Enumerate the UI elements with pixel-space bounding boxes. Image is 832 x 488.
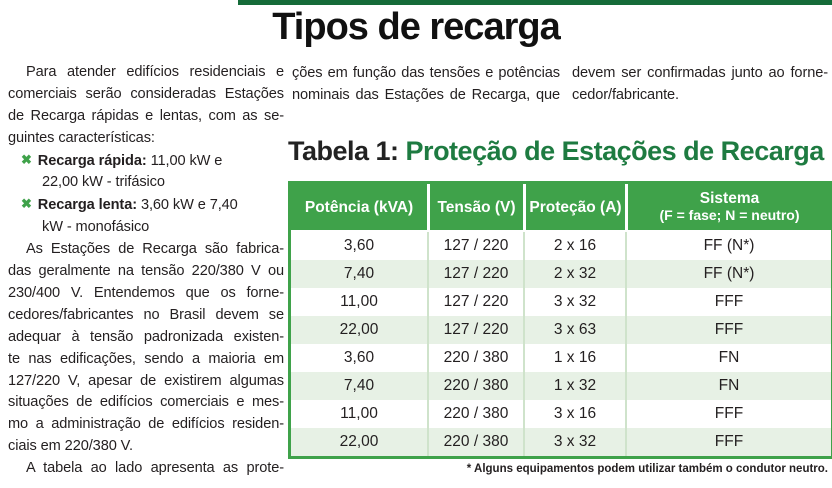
table-body: 3,60 127 / 220 2 x 16 FF (N*) 7,40 127 / 220 2…	[291, 232, 831, 456]
table-title: Tabela 1: Proteção de Estações de Recarg…	[288, 134, 828, 168]
table-cell: 3,60	[343, 237, 375, 254]
text-line: 230/400 V. Entendemos que os forne-	[8, 284, 284, 301]
text-line: ciais em 220/380 V.	[8, 438, 133, 455]
table-cell: 11,00	[340, 405, 378, 422]
table-cell: 127 / 220	[427, 260, 523, 288]
text-line: Para atender edifícios residenciais e	[26, 64, 284, 80]
table-row: 11,00 220 / 380 3 x 16 FFF	[291, 400, 831, 428]
table-cell: 127 / 220	[427, 232, 523, 260]
table-row: 3,60 127 / 220 2 x 16 FF (N*)	[291, 232, 831, 260]
table-cell: FN	[625, 344, 831, 372]
table-section: Tabela 1: Proteção de Estações de Recarg…	[288, 134, 832, 475]
bullet-x-icon: ✖	[21, 196, 32, 212]
table-cell: 22,00	[291, 316, 427, 344]
table-cell: 220 / 380	[427, 372, 523, 400]
table-cell: 220 / 380	[427, 400, 523, 428]
table-cell: 127 / 220	[427, 288, 523, 316]
column-header: Proteção (A)	[523, 184, 625, 232]
table-cell: 2 x 32	[523, 260, 625, 288]
table-cell: FFF	[625, 288, 831, 316]
protection-table: Potência (kVA) Tensão (V) Proteção (A) Sist…	[288, 181, 832, 459]
text-line: das geralmente na tensão 220/380 V ou	[8, 263, 284, 280]
table-cell: 3 x 16	[523, 400, 625, 428]
table-cell: FF (N*)	[625, 232, 831, 260]
top-rule-bar	[238, 0, 832, 5]
text-line: As Estações de Recarga são fabrica-	[26, 241, 284, 258]
table-cell: 7,40	[291, 260, 427, 288]
table-cell: FFF	[625, 428, 831, 456]
text-line: situações de edifícios comerciais e mes-	[8, 394, 284, 411]
text-line: cedores/fabricantes no Brasil devem se	[8, 306, 284, 323]
table-title-main: Proteção de Estações de Recarga	[398, 136, 825, 166]
page-title: Tipos de recarga	[272, 6, 560, 48]
text-line: comerciais serão consideradas Estações	[8, 85, 284, 102]
column-header: Sistema (F = fase; N = neutro)	[625, 184, 831, 232]
text-line: 22,00 kW - trifásico	[42, 174, 165, 191]
text-column-2: ções em função das tensões e potências no…	[292, 63, 560, 107]
text-line: 127/220 V, apesar de existirem algumas	[8, 372, 284, 389]
table-title-prefix: Tabela 1:	[288, 136, 399, 166]
text-line: cedor/fabricante.	[572, 86, 680, 103]
table-row: 11,00 127 / 220 3 x 32 FFF	[291, 288, 831, 316]
table-cell: 3 x 63	[523, 316, 625, 344]
text-line: guintes características:	[8, 129, 155, 146]
table-cell: 7,40	[291, 372, 427, 400]
column-header: Tensão (V)	[427, 184, 523, 232]
text-column-3: devem ser confirmadas junto ao forne-ced…	[572, 63, 828, 107]
text-line: devem ser confirmadas junto ao forne-	[572, 65, 828, 81]
table-cell: 220 / 380	[427, 344, 523, 372]
table-row: 7,40 220 / 380 1 x 32 FN	[291, 372, 831, 400]
text-line: adequar à tensão padronizada existen-	[8, 328, 284, 345]
text-line: kW - monofásico	[42, 219, 150, 236]
table-footnote: * Alguns equipamentos podem utilizar tam…	[466, 463, 828, 475]
column-header-subline: (F = fase; N = neutro)	[659, 207, 800, 223]
text-line: ✖ Recarga lenta: 3,60 kW e 7,40	[21, 196, 238, 214]
column-header: Potência (kVA)	[291, 184, 427, 232]
table-row: 3,60 220 / 380 1 x 16 FN	[291, 344, 831, 372]
table-row: 7,40 127 / 220 2 x 32 FF (N*)	[291, 260, 831, 288]
text-line: ✖ Recarga rápida: 11,00 kW e	[21, 151, 223, 169]
table-cell: 22,00	[291, 428, 427, 456]
table-cell: 127 / 220	[427, 316, 523, 344]
table-cell: FFF	[625, 400, 831, 428]
table-cell: 1 x 16	[523, 344, 625, 372]
text-line: nominais das Estações de Recarga, que	[292, 86, 560, 103]
table-header-row: Potência (kVA) Tensão (V) Proteção (A) Sist…	[291, 184, 831, 232]
text-line: de Recarga rápidas e lentas, com as se-	[8, 107, 284, 124]
table-row: 22,00 220 / 380 3 x 32 FFF	[291, 428, 831, 456]
bullet-x-icon: ✖	[21, 151, 32, 167]
text-line: mo a administração de edifícios residen-	[8, 416, 284, 433]
table-cell: 3 x 32	[523, 288, 625, 316]
text-line: te nas edificações, sendo a maioria em	[8, 350, 284, 367]
text-column-1: Para atender edifícios residenciais e com…	[8, 62, 284, 480]
table-cell: 2 x 16	[523, 232, 625, 260]
table-cell: 220 / 380	[427, 428, 523, 456]
table-cell: FF (N*)	[625, 260, 831, 288]
table-row: 22,00 127 / 220 3 x 63 FFF	[291, 316, 831, 344]
table-cell: FFF	[625, 316, 831, 344]
table-cell: 1 x 32	[523, 372, 625, 400]
table-cell: 3,60	[343, 349, 375, 366]
text-line: ções em função das tensões e potências	[292, 65, 560, 81]
table-cell: 11,00	[340, 293, 378, 310]
table-cell: FN	[625, 372, 831, 400]
text-line: A tabela ao lado apresenta as prote-	[26, 460, 284, 477]
table-cell: 3 x 32	[523, 428, 625, 456]
